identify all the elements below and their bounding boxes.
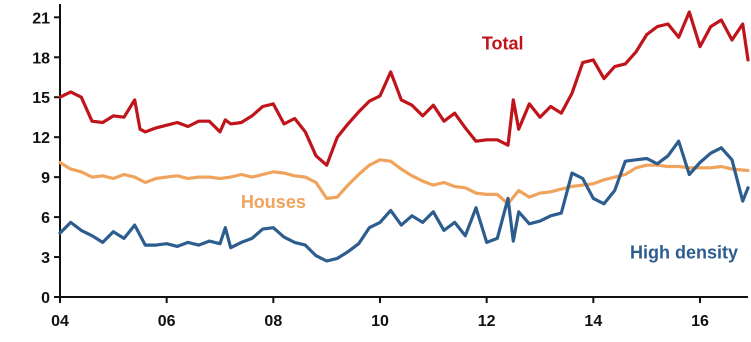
series-label-houses: Houses [241,192,306,212]
y-tick-label: 21 [32,10,50,27]
y-tick-label: 3 [41,250,50,267]
series-label-high-density: High density [630,242,738,262]
series-label-total: Total [482,33,524,53]
x-tick-label: 14 [584,313,602,330]
y-axis-ticks: 0 3 6 9 12 15 18 21 [32,10,60,307]
axes [59,4,748,298]
y-tick-label: 15 [32,90,50,107]
y-tick-label: 6 [41,210,50,227]
x-tick-label: 08 [264,313,282,330]
series-annotations: Total Houses High density [241,33,738,262]
y-tick-label: 9 [41,170,50,187]
y-tick-label: 18 [32,50,50,67]
y-tick-label: 12 [32,130,50,147]
x-axis-ticks: 04 06 08 10 12 14 16 [51,297,709,330]
x-tick-label: 06 [158,313,176,330]
x-tick-label: 10 [371,313,389,330]
series-line-high-density [58,139,750,263]
series-line-total [58,10,750,167]
x-tick-label: 16 [691,313,709,330]
series-lines [58,10,750,263]
x-tick-label: 12 [478,313,496,330]
series-line-houses [58,158,750,206]
x-tick-label: 04 [51,313,69,330]
y-tick-label: 0 [41,290,50,307]
